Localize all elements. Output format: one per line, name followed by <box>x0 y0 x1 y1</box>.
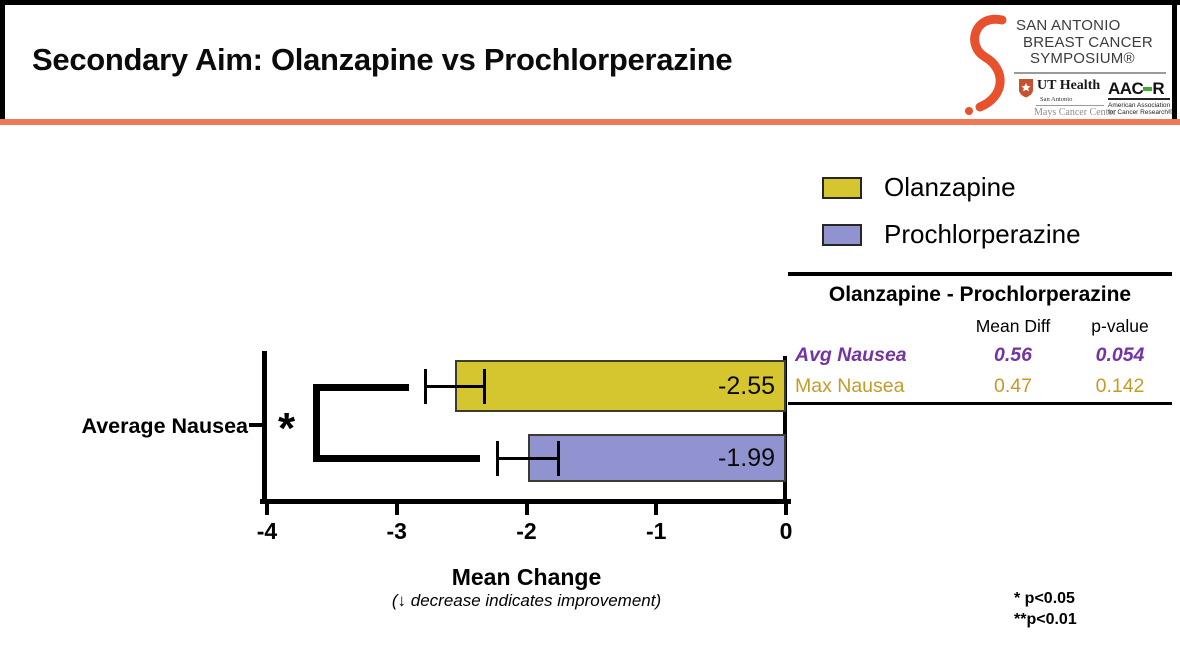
comparison-table: Olanzapine - Prochlorperazine Mean Diff … <box>788 272 1172 405</box>
x-axis-title: Mean Change <box>451 564 602 590</box>
table-header-p-value: p-value <box>1091 316 1149 336</box>
table-row-label: Max Nausea <box>795 375 905 397</box>
bar-value-label: -1.99 <box>718 443 775 472</box>
legend-item-olanzapine: Olanzapine <box>822 164 1081 211</box>
y-axis-line <box>262 351 267 504</box>
legend-item-prochlorperazine: Prochlorperazine <box>822 211 1081 258</box>
zero-baseline <box>783 356 787 500</box>
x-tick <box>394 504 399 515</box>
logo-divider-line <box>1014 72 1166 74</box>
x-tick <box>524 504 529 515</box>
aacr-dash <box>1143 86 1153 91</box>
chart-legend: Olanzapine Prochlorperazine <box>822 164 1081 258</box>
y-category-label: Average Nausea <box>81 414 248 438</box>
x-tick <box>654 504 659 515</box>
significance-bracket-bottom <box>313 455 480 462</box>
accent-divider <box>0 119 1180 125</box>
slide-title: Secondary Aim: Olanzapine vs Prochlorper… <box>32 42 733 77</box>
bar-row: -2.55 <box>267 360 786 412</box>
table-cell-p-value: 0.054 <box>1095 344 1145 366</box>
footnote-p01: **p<0.01 <box>1014 611 1077 628</box>
x-tick <box>265 504 269 515</box>
slide-border-top <box>0 0 1180 5</box>
table-cell-mean-diff: 0.47 <box>994 375 1032 397</box>
aacr-letters-left: AAC <box>1108 79 1144 98</box>
mays-cancer-center-label: Mays Cancer Center <box>1034 107 1117 118</box>
table-title: Olanzapine - Prochlorperazine <box>828 282 1132 306</box>
slide-border-left <box>0 0 5 121</box>
bar-row: -1.99 <box>267 434 786 482</box>
significance-bracket-vertical <box>313 384 320 462</box>
x-tick-label: -4 <box>256 518 278 544</box>
x-tick-label: -1 <box>646 518 667 544</box>
table-row: Avg Nausea 0.56 0.054 <box>788 340 1172 371</box>
sabcs-logo: SAN ANTONIO BREAST CANCER SYMPOSIUM® UT … <box>958 8 1173 120</box>
plot-area: -2.55 -1.99 <box>267 352 786 500</box>
ut-health-name: UT Health <box>1037 78 1101 93</box>
symposium-line3: SYMPOSIUM® <box>1030 50 1135 67</box>
significance-bracket-top <box>313 384 409 391</box>
ut-divider-line <box>1036 105 1104 106</box>
ut-health-location: San Antonio <box>1040 96 1073 103</box>
x-axis-subtitle: (↓ decrease indicates improvement) <box>391 591 662 610</box>
aacr-fullname-line1: American Association <box>1108 101 1171 109</box>
legend-swatch-prochlorperazine <box>822 223 862 246</box>
bar: -2.55 <box>455 360 786 412</box>
bar-value-label: -2.55 <box>718 371 775 400</box>
x-tick-label: -2 <box>516 518 537 544</box>
x-tick-label: 0 <box>779 518 793 544</box>
footnote-p05: * p<0.05 <box>1014 590 1075 607</box>
legend-label: Prochlorperazine <box>884 219 1081 249</box>
y-axis-tick <box>249 423 262 427</box>
table-cell-mean-diff: 0.56 <box>994 344 1032 366</box>
bar: -1.99 <box>527 434 786 482</box>
legend-swatch-olanzapine <box>822 176 862 199</box>
ut-shield-icon <box>1019 79 1033 98</box>
table-header-row: Mean Diff p-value <box>788 313 1172 340</box>
p-value-footnotes: * p<0.05 **p<0.01 <box>1014 588 1077 630</box>
table-header-mean-diff: Mean Diff <box>975 316 1051 336</box>
aacr-divider-line <box>1108 98 1170 100</box>
legend-label: Olanzapine <box>884 172 1016 202</box>
aacr-fullname-line2: for Cancer Research® <box>1108 109 1173 116</box>
slide-border-right <box>1172 0 1177 121</box>
aacr-logo: AAC R American Association for Cancer Res… <box>1108 80 1173 117</box>
symposium-line2: BREAST CANCER <box>1023 33 1153 51</box>
sabcs-ribbon-icon <box>965 14 1007 115</box>
table-cell-p-value: 0.142 <box>1095 375 1145 397</box>
x-axis-line <box>260 499 791 504</box>
symposium-line1: SAN ANTONIO <box>1016 17 1121 34</box>
significance-asterisk: * <box>278 404 296 453</box>
error-bar <box>495 440 561 476</box>
ut-health-logo: UT Health San Antonio Mays Cancer Center <box>1018 78 1117 118</box>
table-row-label: Avg Nausea <box>795 344 907 366</box>
aacr-wordmark: AAC R <box>1108 80 1170 97</box>
x-tick-label: -3 <box>386 518 407 544</box>
symposium-wordmark: SAN ANTONIO BREAST CANCER SYMPOSIUM® <box>1016 17 1153 68</box>
x-axis: -4 -3 -2 -1 0 <box>257 504 792 564</box>
error-bar <box>424 368 486 404</box>
table-row: Max Nausea 0.47 0.142 <box>788 371 1172 402</box>
aacr-letter-right: R <box>1152 79 1165 98</box>
x-tick <box>784 504 788 515</box>
